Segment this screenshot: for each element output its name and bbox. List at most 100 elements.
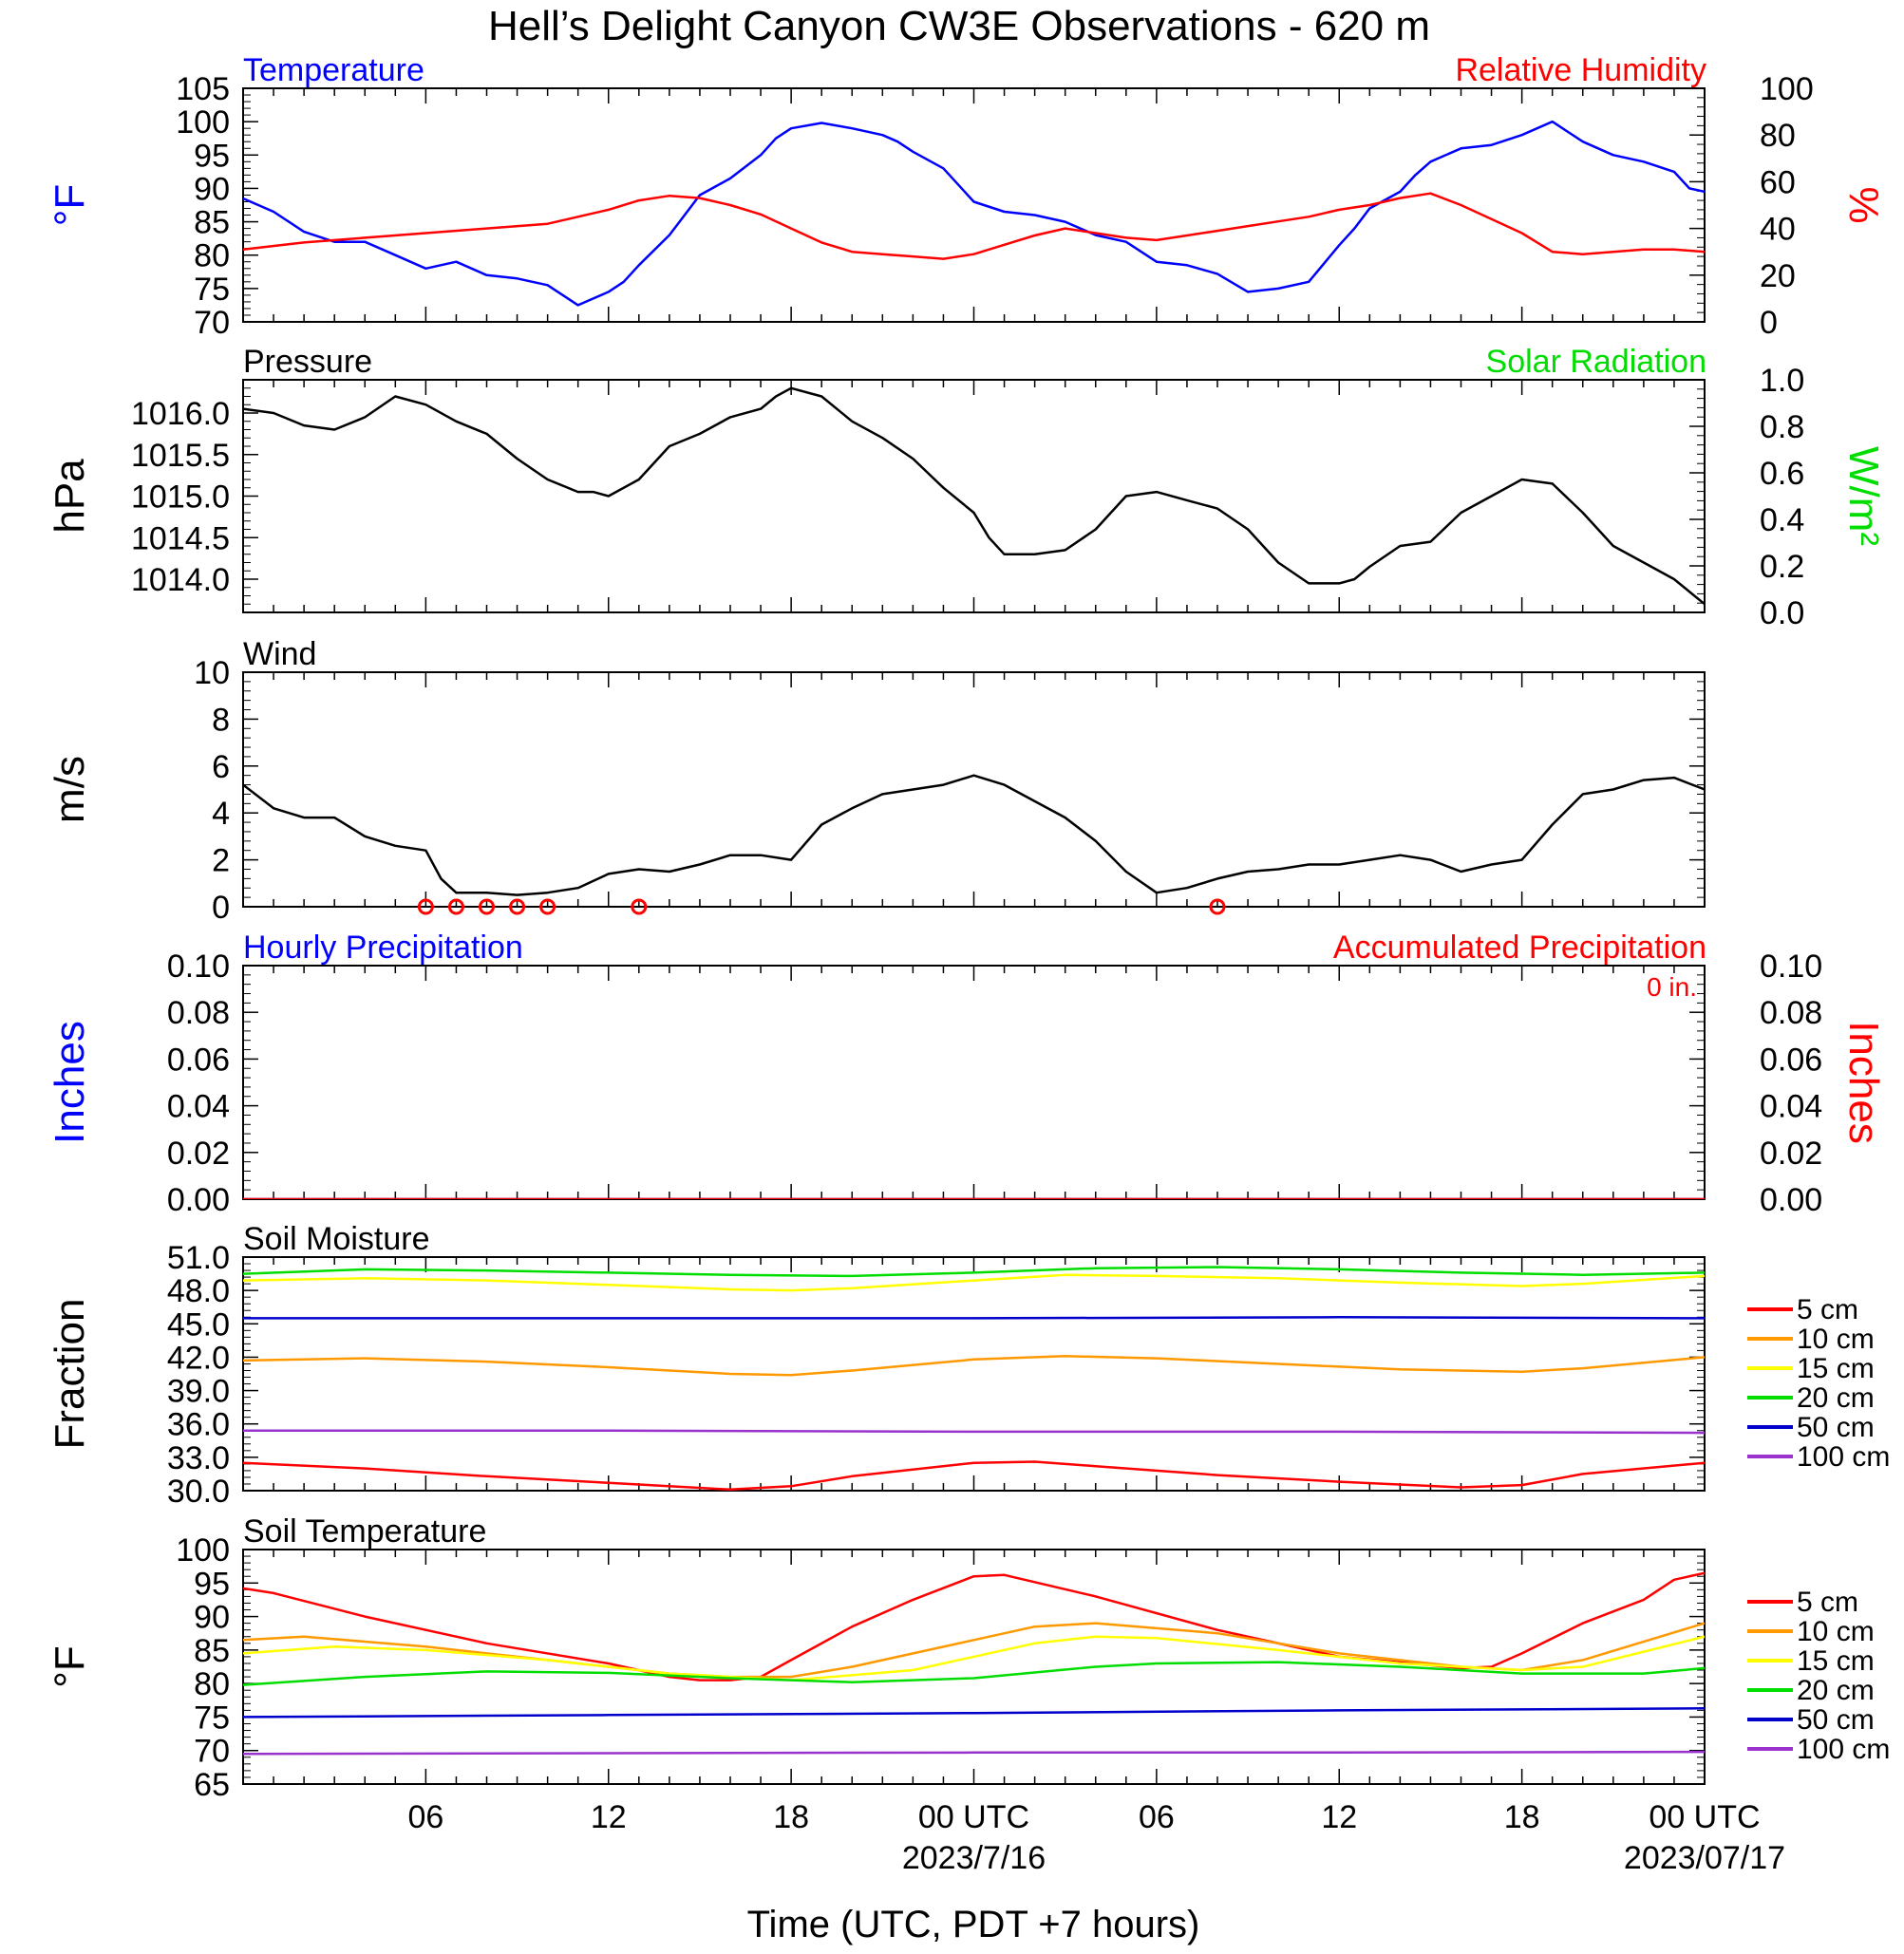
y-tick-label: 95 (194, 1566, 230, 1602)
precip-title-right: Accumulated Precipitation (1333, 930, 1706, 966)
legend-label: 20 cm (1797, 1382, 1875, 1414)
wind-panel: 0 2 4 6 8 10 Wind m/s (47, 636, 1706, 926)
soil_temp-line-5-cm (243, 1571, 1705, 1682)
pressure-ylabel-left: hPa (47, 459, 93, 534)
calm-wind-marker (447, 898, 464, 915)
y-tick-label: 39.0 (167, 1374, 230, 1410)
y-right-tick-label: 100 (1760, 71, 1814, 107)
y-tick-label: 42.0 (167, 1340, 230, 1376)
pressure-series-group (243, 386, 1705, 606)
x-tick-label: 00 UTC (1649, 1799, 1760, 1835)
y-tick-label: 0.00 (167, 1182, 230, 1218)
precip-frame (242, 965, 1706, 1200)
precip-title-left: Hourly Precipitation (243, 930, 523, 966)
y-tick-label: 90 (194, 1600, 230, 1636)
legend-label: 100 cm (1797, 1734, 1890, 1765)
y-tick-label: 80 (194, 238, 230, 274)
temp_rh-title-right: Relative Humidity (1455, 52, 1706, 88)
y-right-tick-label: 1.0 (1760, 363, 1804, 399)
soil_temp-line-20-cm (243, 1661, 1705, 1686)
y-tick-label: 100 (176, 104, 230, 141)
legend-label: 15 cm (1797, 1645, 1875, 1677)
x-tick-date-label: 2023/7/16 (902, 1840, 1046, 1876)
y-tick-label: 85 (194, 205, 230, 241)
y-tick-label: 0.04 (167, 1089, 230, 1125)
precip-ylabel-left: Inches (47, 1021, 93, 1144)
legend-label: 10 cm (1797, 1616, 1875, 1647)
y-tick-label: 1015.0 (131, 479, 230, 516)
y-tick-label: 75 (194, 1700, 230, 1736)
y-right-tick-label: 0.04 (1760, 1089, 1822, 1125)
x-tick-label: 00 UTC (918, 1799, 1029, 1835)
temp_rh-panel: 707580859095100105020406080100Temperatur… (47, 52, 1887, 341)
pressure-line-pressure (243, 386, 1705, 606)
y-tick-label: 70 (194, 1734, 230, 1770)
soil_temp-series-group (243, 1571, 1705, 1756)
temp_rh-series-group (243, 120, 1705, 307)
y-tick-label: 90 (194, 171, 230, 207)
y-tick-label: 33.0 (167, 1440, 230, 1476)
temp_rh-ylabel-right: % (1840, 186, 1887, 223)
legend-label: 50 cm (1797, 1412, 1875, 1443)
y-tick-label: 8 (212, 702, 230, 738)
y-tick-label: 6 (212, 749, 230, 785)
y-tick-label: 0.08 (167, 995, 230, 1031)
y-right-tick-label: 40 (1760, 212, 1796, 248)
wind-title-left: Wind (243, 636, 316, 672)
calm-wind-marker (539, 898, 556, 915)
wind-ylabel-left: m/s (47, 756, 93, 823)
calm-wind-marker (631, 898, 648, 915)
legend-label: 5 cm (1797, 1294, 1858, 1325)
temp_rh-line-relative-humidity (243, 192, 1705, 260)
y-right-tick-label: 20 (1760, 258, 1796, 294)
precip-ylabel-right: Inches (1840, 1021, 1887, 1144)
y-tick-label: 0.02 (167, 1136, 230, 1172)
y-tick-label: 105 (176, 71, 230, 107)
pressure-title-left: Pressure (243, 344, 372, 380)
soil_moisture-title-left: Soil Moisture (243, 1221, 430, 1257)
legend-label: 20 cm (1797, 1675, 1875, 1706)
soil_moisture-line-50-cm (243, 1316, 1705, 1320)
soil_moisture-line-10-cm (243, 1355, 1705, 1377)
precip-annotation: 0 in. (1647, 972, 1697, 1002)
wind-frame (242, 671, 1706, 908)
temp_rh-title-left: Temperature (243, 52, 424, 88)
y-right-tick-label: 0.06 (1760, 1042, 1822, 1078)
y-right-tick-label: 0.02 (1760, 1136, 1822, 1172)
y-tick-label: 0 (212, 890, 230, 926)
y-right-tick-label: 0.0 (1760, 595, 1804, 631)
y-right-tick-label: 0.6 (1760, 456, 1804, 492)
y-tick-label: 45.0 (167, 1306, 230, 1343)
pressure-panel: 1014.0 1014.5 1015.0 1015.5 1016.0 0.0 0.2 0.4 0… (47, 344, 1887, 631)
y-tick-label: 48.0 (167, 1273, 230, 1309)
temp_rh-line-temperature (243, 120, 1705, 307)
precip-panel: 0.00 0.02 0.04 0.06 0.08 0.10 0.00 0.02 0.04 0.06… (47, 930, 1887, 1218)
calm-wind-marker (1209, 898, 1226, 915)
legend-label: 5 cm (1797, 1587, 1858, 1618)
y-tick-label: 36.0 (167, 1407, 230, 1443)
pressure-ylabel-right: W/m² (1840, 446, 1887, 546)
x-tick-date-label: 2023/07/17 (1624, 1840, 1785, 1876)
y-right-tick-label: 0.8 (1760, 409, 1804, 445)
soil_temp-title-left: Soil Temperature (243, 1513, 486, 1550)
x-tick-label: 18 (1504, 1799, 1540, 1835)
soil_temp-line-50-cm (243, 1707, 1705, 1719)
wind-series-group (243, 774, 1705, 896)
calm-wind-marker (509, 898, 526, 915)
y-right-tick-label: 0.00 (1760, 1182, 1822, 1218)
y-right-tick-label: 0.08 (1760, 995, 1822, 1031)
y-right-tick-label: 0 (1760, 305, 1778, 341)
y-tick-label: 80 (194, 1666, 230, 1702)
y-tick-label: 51.0 (167, 1240, 230, 1276)
soil_moisture-line-15-cm (243, 1273, 1705, 1292)
x-tick-label: 06 (1139, 1799, 1175, 1835)
x-axis-label: Time (UTC, PDT +7 hours) (747, 1904, 1200, 1945)
legend-label: 10 cm (1797, 1324, 1875, 1355)
y-tick-label: 65 (194, 1767, 230, 1803)
y-tick-label: 2 (212, 843, 230, 879)
y-tick-label: 1016.0 (131, 396, 230, 432)
soil_temp-line-100-cm (243, 1750, 1705, 1756)
soil_moisture-frame (242, 1256, 1706, 1492)
